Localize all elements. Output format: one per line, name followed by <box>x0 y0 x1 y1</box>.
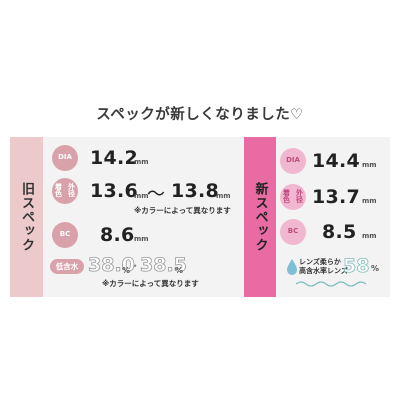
new-coloring-badge-line2: 外径 <box>296 188 303 204</box>
water-separator: ・ <box>129 259 142 273</box>
new-bc-unit: mm <box>362 232 377 240</box>
new-water-caption: レンズ柔らか 高含水率レンズ <box>299 258 348 277</box>
new-water-unit: % <box>371 264 380 273</box>
water-drop-icon <box>287 259 297 275</box>
old-water-unit-1: % <box>122 266 131 275</box>
new-spec-panel: 新スペック DIA 14.4 mm 着色 外径 13.7 mm BC 8.5 m… <box>244 137 390 297</box>
old-dia-value: 14.2 <box>90 147 139 169</box>
old-spec-panel: 旧スペック DIA 14.2 mm 着色 外径 13.6 mm 〜 13.8 m… <box>10 137 275 297</box>
new-dia-value: 14.4 <box>312 150 361 172</box>
new-coloring-badge: 着色 外径 <box>280 184 306 210</box>
coloring-diameter-badge: 着色 外径 <box>52 178 78 204</box>
new-coloring-badge-line1: 着色 <box>283 188 290 204</box>
old-bc-unit: mm <box>134 235 149 243</box>
new-spec-side <box>244 137 276 297</box>
low-water-badge: 低含水 <box>50 259 84 274</box>
old-panel-arrow-bg <box>10 137 275 297</box>
old-dia-unit: mm <box>134 158 149 166</box>
old-spec-side <box>10 137 43 297</box>
old-coloring-min: 13.6 <box>90 180 139 202</box>
wave-decoration <box>296 281 366 287</box>
new-water-line2: 高含水率レンズ <box>299 267 348 276</box>
new-coloring-value: 13.7 <box>312 186 361 208</box>
old-coloring-note: ※カラーによって異なります <box>134 206 231 215</box>
new-dia-unit: mm <box>362 161 377 169</box>
new-water-value: 58 <box>343 255 370 278</box>
old-bc-value: 8.6 <box>100 224 135 246</box>
old-water-max: 38.5 <box>140 254 188 277</box>
old-water-min: 38.0 <box>88 254 136 277</box>
old-water-unit-2: % <box>175 266 184 275</box>
old-water-note: ※カラーによって異なります <box>102 279 199 288</box>
new-bc-value: 8.5 <box>322 221 357 243</box>
new-water-line1: レンズ柔らか <box>299 258 341 266</box>
new-bc-badge: BC <box>280 219 306 245</box>
new-coloring-unit: mm <box>362 197 377 205</box>
range-tilde: 〜 <box>147 184 165 205</box>
old-coloring-max: 13.8 <box>171 180 220 202</box>
bc-badge: BC <box>52 222 78 248</box>
coloring-badge-line1: 着色 <box>55 182 62 198</box>
old-spec-label: 旧スペック <box>19 182 34 252</box>
old-coloring-unit-1: mm <box>134 192 149 200</box>
dia-badge: DIA <box>52 145 78 171</box>
new-dia-badge: DIA <box>280 148 306 174</box>
new-spec-label: 新スペック <box>252 182 268 252</box>
old-coloring-unit-2: mm <box>216 192 231 200</box>
coloring-badge-line2: 外径 <box>68 182 75 198</box>
page-title: スペックが新しくなりました♡ <box>96 107 304 123</box>
